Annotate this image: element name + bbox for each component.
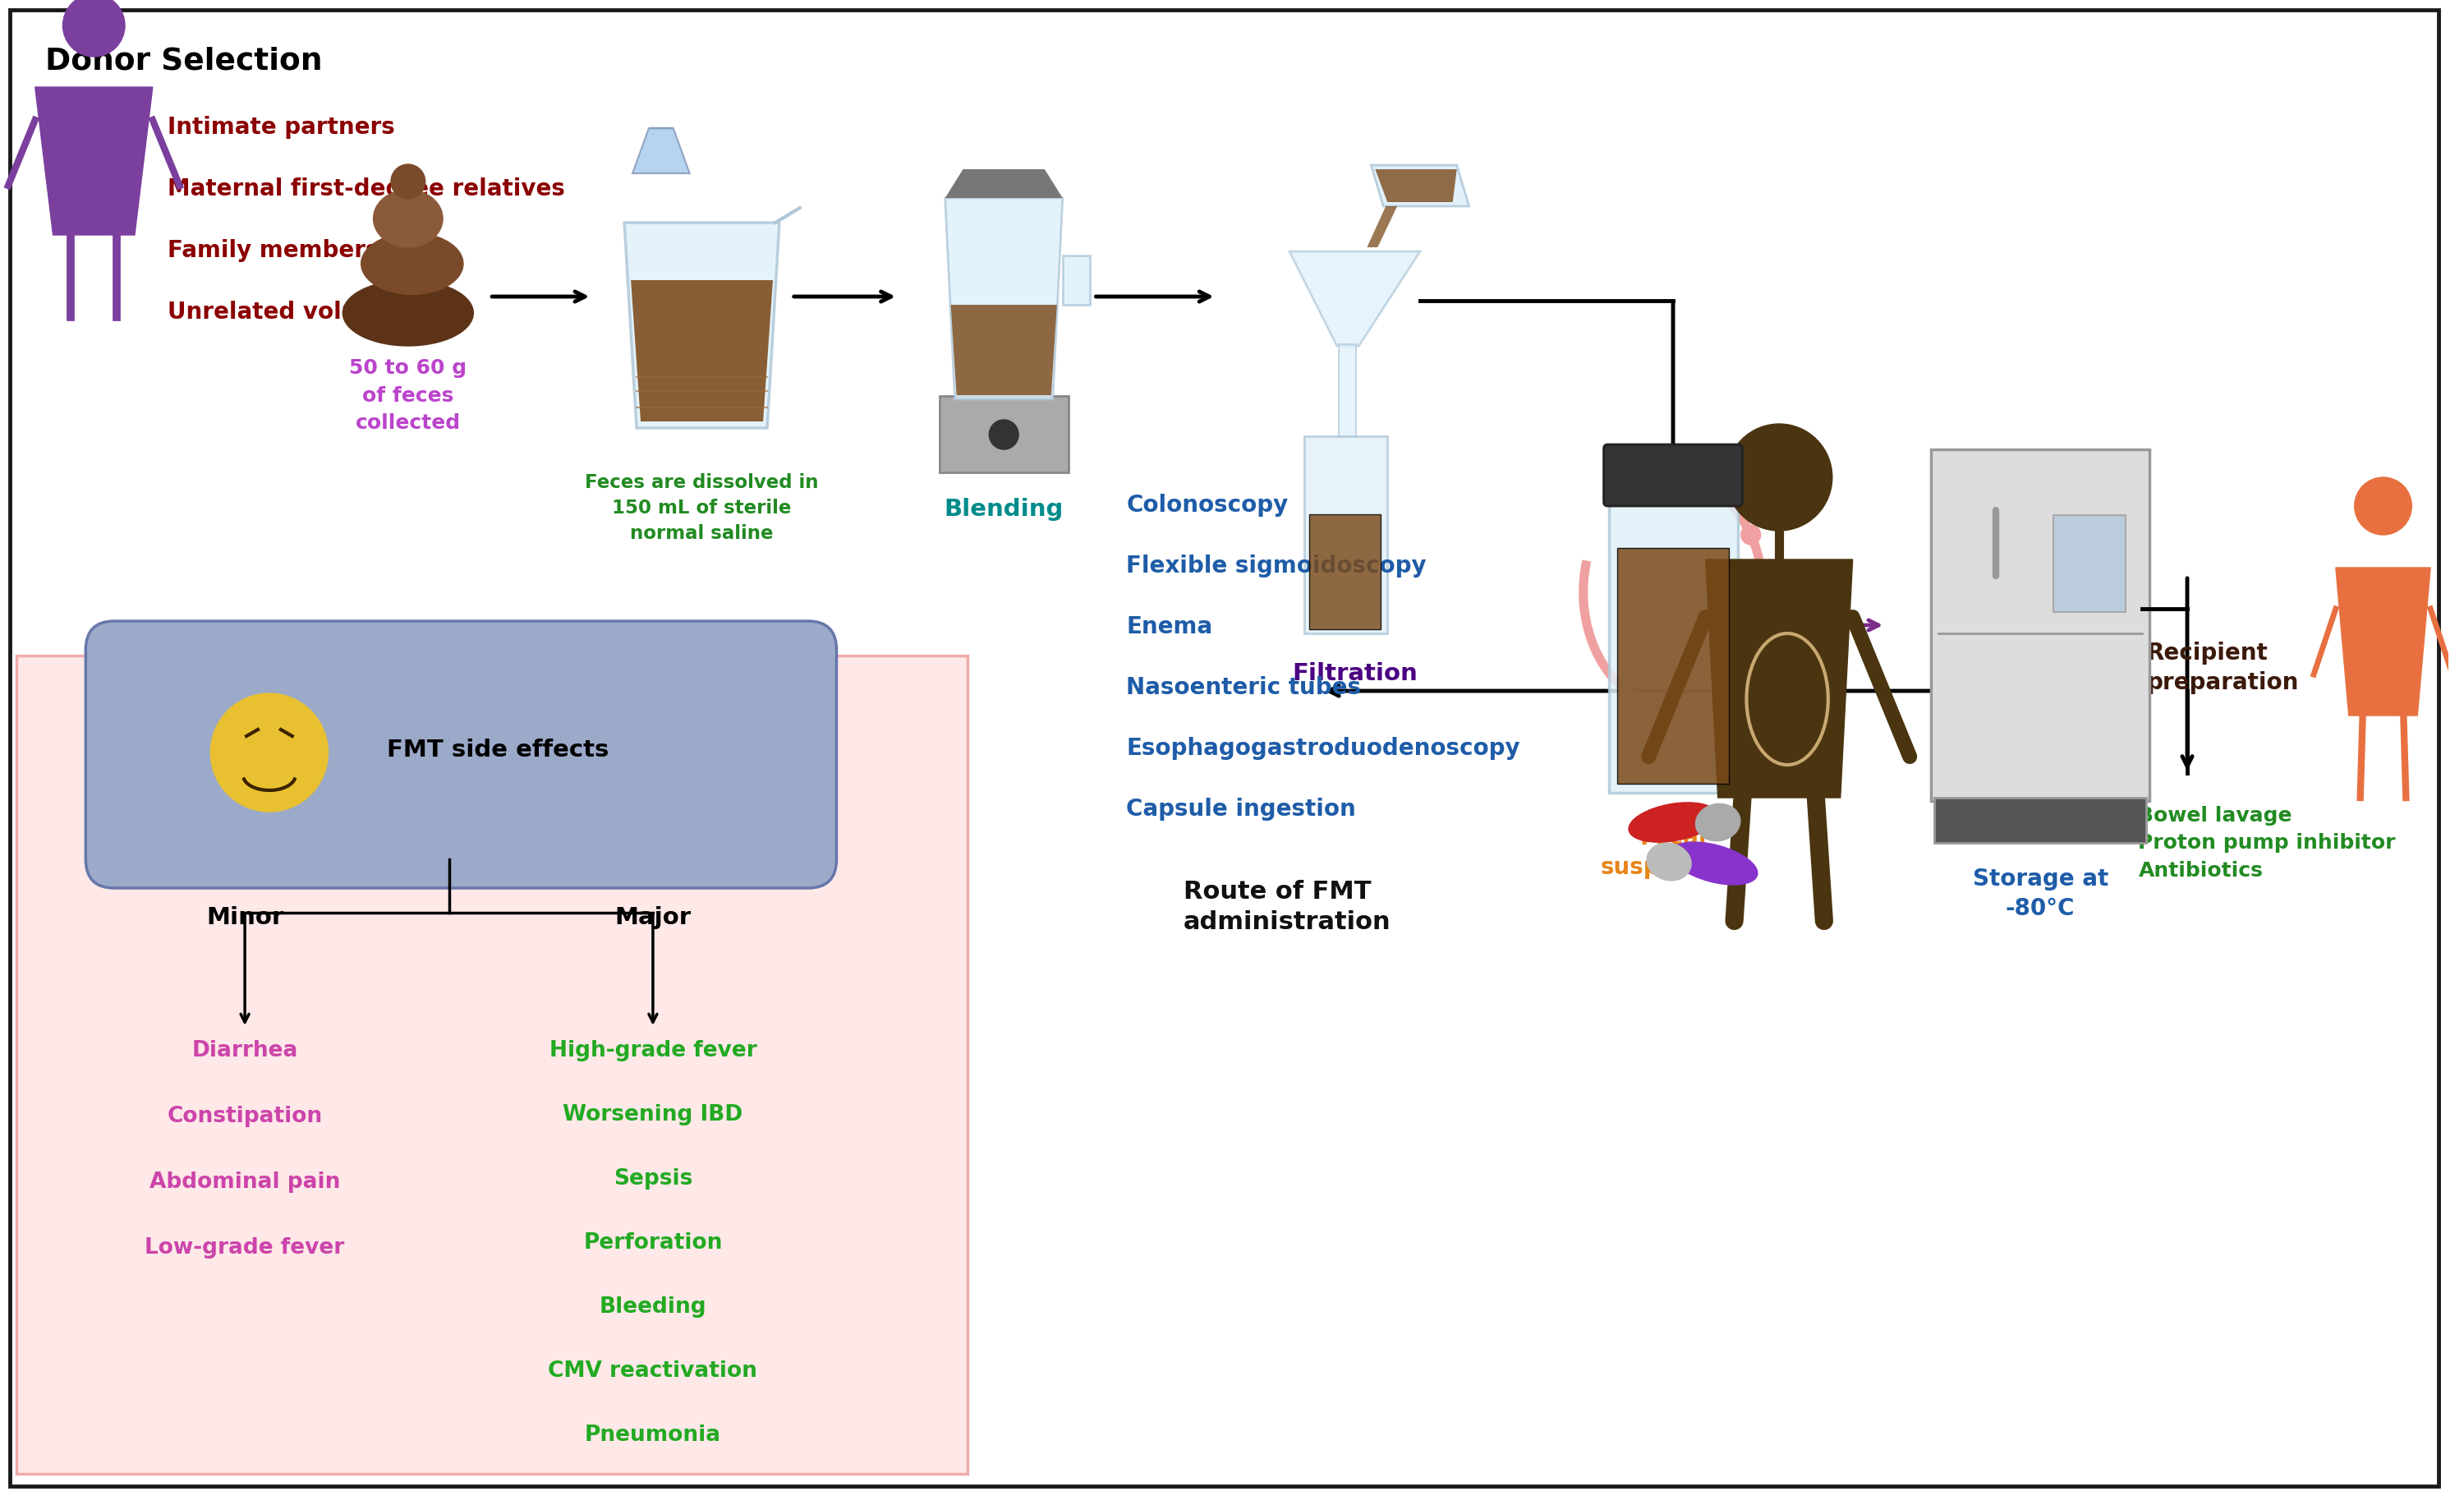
Text: High-grade fever: High-grade fever bbox=[549, 1040, 756, 1062]
Text: 50 to 60 g
of feces
collected: 50 to 60 g of feces collected bbox=[350, 358, 466, 432]
Ellipse shape bbox=[1629, 802, 1717, 842]
FancyBboxPatch shape bbox=[2053, 515, 2126, 612]
Ellipse shape bbox=[342, 280, 473, 346]
Ellipse shape bbox=[375, 190, 444, 247]
Polygon shape bbox=[623, 223, 779, 428]
Text: Unrelated volunteer: Unrelated volunteer bbox=[168, 301, 426, 323]
Polygon shape bbox=[1375, 169, 1456, 202]
Text: Minor: Minor bbox=[207, 907, 283, 929]
Text: Bowel lavage
Proton pump inhibitor
Antibiotics: Bowel lavage Proton pump inhibitor Antib… bbox=[2139, 806, 2395, 881]
Text: Family members: Family members bbox=[168, 239, 379, 262]
Circle shape bbox=[1708, 483, 1727, 503]
Circle shape bbox=[1742, 525, 1762, 545]
Ellipse shape bbox=[1695, 803, 1740, 841]
FancyBboxPatch shape bbox=[1616, 548, 1730, 784]
Text: Recipient
preparation: Recipient preparation bbox=[2146, 642, 2299, 694]
Polygon shape bbox=[1705, 560, 1853, 797]
Ellipse shape bbox=[1646, 842, 1690, 881]
Polygon shape bbox=[946, 197, 1062, 399]
Ellipse shape bbox=[362, 233, 463, 295]
Text: Bleeding: Bleeding bbox=[599, 1297, 707, 1318]
Polygon shape bbox=[1062, 256, 1089, 305]
Polygon shape bbox=[946, 169, 1062, 197]
Text: Constipation: Constipation bbox=[168, 1106, 323, 1126]
FancyBboxPatch shape bbox=[86, 621, 838, 889]
Polygon shape bbox=[633, 129, 690, 174]
Circle shape bbox=[1727, 423, 1833, 531]
Polygon shape bbox=[951, 305, 1057, 395]
Text: Pneumonia: Pneumonia bbox=[584, 1424, 722, 1447]
Polygon shape bbox=[1370, 165, 1469, 206]
Polygon shape bbox=[631, 280, 774, 422]
Text: Colonoscopy: Colonoscopy bbox=[1126, 494, 1289, 516]
Text: Sepsis: Sepsis bbox=[614, 1168, 692, 1189]
FancyBboxPatch shape bbox=[1932, 449, 2149, 800]
Text: CMV reactivation: CMV reactivation bbox=[547, 1360, 756, 1382]
Circle shape bbox=[1663, 467, 1683, 488]
Text: Maternal first-degree relatives: Maternal first-degree relatives bbox=[168, 178, 564, 200]
Polygon shape bbox=[1289, 251, 1419, 346]
Text: Storage at
-80°C: Storage at -80°C bbox=[1974, 868, 2109, 920]
Polygon shape bbox=[1368, 206, 1397, 247]
Text: Enema: Enema bbox=[1126, 615, 1212, 639]
Text: Blending: Blending bbox=[944, 498, 1064, 521]
FancyBboxPatch shape bbox=[1303, 437, 1387, 633]
Text: Diarrhea: Diarrhea bbox=[192, 1040, 298, 1062]
Polygon shape bbox=[2336, 567, 2430, 715]
Text: FMT side effects: FMT side effects bbox=[387, 739, 609, 761]
Text: Low-grade fever: Low-grade fever bbox=[145, 1237, 345, 1258]
Circle shape bbox=[209, 693, 328, 812]
Ellipse shape bbox=[392, 165, 426, 199]
Text: Perforation: Perforation bbox=[584, 1233, 722, 1254]
FancyBboxPatch shape bbox=[10, 10, 2439, 1486]
Circle shape bbox=[2356, 477, 2412, 534]
Text: Filtration: Filtration bbox=[1291, 663, 1417, 685]
FancyBboxPatch shape bbox=[1308, 515, 1380, 630]
Ellipse shape bbox=[1671, 842, 1757, 884]
Text: Fecal
suspension: Fecal suspension bbox=[1602, 826, 1745, 878]
Text: Worsening IBD: Worsening IBD bbox=[562, 1104, 744, 1125]
Text: Nasoenteric tubes: Nasoenteric tubes bbox=[1126, 676, 1360, 699]
FancyBboxPatch shape bbox=[1934, 797, 2146, 842]
FancyBboxPatch shape bbox=[17, 655, 968, 1474]
FancyBboxPatch shape bbox=[1604, 444, 1742, 506]
Text: Abdominal pain: Abdominal pain bbox=[150, 1171, 340, 1192]
Text: Intimate partners: Intimate partners bbox=[168, 115, 394, 139]
Text: Capsule ingestion: Capsule ingestion bbox=[1126, 797, 1355, 821]
Polygon shape bbox=[34, 87, 153, 235]
FancyBboxPatch shape bbox=[939, 396, 1069, 473]
Circle shape bbox=[64, 0, 126, 57]
Text: Flexible sigmoidoscopy: Flexible sigmoidoscopy bbox=[1126, 555, 1427, 577]
Text: Route of FMT
administration: Route of FMT administration bbox=[1183, 880, 1390, 934]
Text: Feces are dissolved in
150 mL of sterile
normal saline: Feces are dissolved in 150 mL of sterile… bbox=[584, 473, 818, 543]
Text: Donor Selection: Donor Selection bbox=[44, 46, 323, 76]
Text: Esophagogastroduodenoscopy: Esophagogastroduodenoscopy bbox=[1126, 738, 1520, 760]
FancyBboxPatch shape bbox=[1609, 498, 1737, 793]
Text: Major: Major bbox=[614, 907, 690, 929]
Circle shape bbox=[988, 420, 1018, 449]
Circle shape bbox=[1619, 483, 1639, 503]
FancyBboxPatch shape bbox=[1338, 344, 1355, 437]
